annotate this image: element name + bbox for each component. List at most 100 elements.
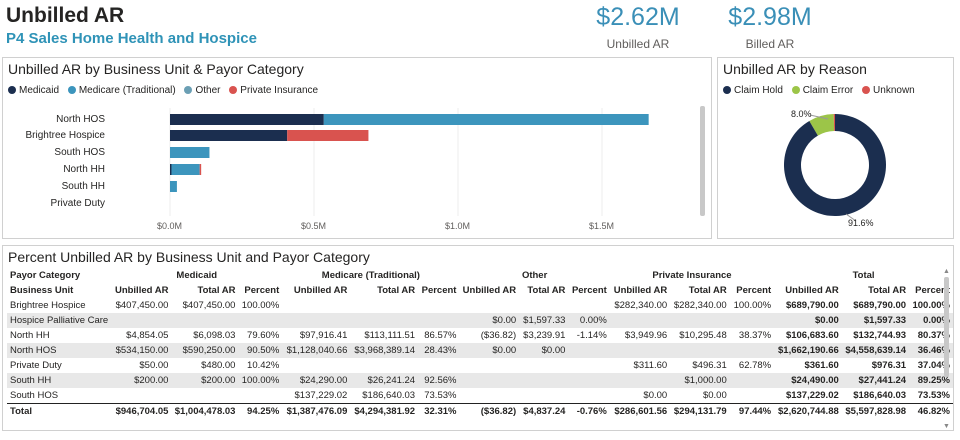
table-cell <box>568 373 610 388</box>
legend-claim-hold[interactable]: Claim Hold <box>723 85 783 96</box>
table-cell <box>609 373 671 388</box>
total-cell: ($36.82) <box>459 403 520 419</box>
table-cell: 0.00% <box>909 313 953 328</box>
table-cell: $0.00 <box>702 390 727 401</box>
table-cell: 86.57% <box>424 330 457 341</box>
table-cell <box>519 298 568 313</box>
total-cell: 94.25% <box>238 403 283 419</box>
legend-private-insurance[interactable]: Private Insurance <box>229 85 318 96</box>
table-cell: 100.00% <box>733 300 772 311</box>
bar-segment-medicaid <box>170 114 324 125</box>
sub-header-cell[interactable]: Unbilled AR <box>114 285 169 296</box>
table-scroll-thumb[interactable] <box>944 277 949 377</box>
group-header-row: Payor Category Medicaid Medicare (Tradit… <box>7 268 953 283</box>
table-cell: 90.50% <box>238 343 283 358</box>
sub-header-cell[interactable]: Business Unit <box>10 285 74 296</box>
total-cell: $294,131.79 <box>670 403 730 419</box>
bar-chart-scrollbar[interactable] <box>700 106 705 216</box>
table-cell: $4,854.05 <box>126 330 169 341</box>
table-cell: $6,098.03 <box>193 330 236 341</box>
table-panel[interactable]: Percent Unbilled AR by Business Unit and… <box>2 245 954 431</box>
sub-header-cell[interactable]: Total AR <box>197 285 236 296</box>
table-cell: 80.37% <box>917 330 950 341</box>
total-row[interactable]: Total $946,704.05 $1,004,478.03 94.25% $1,38… <box>7 403 953 419</box>
bar-segment-medicare-traditional- <box>171 164 200 175</box>
table-cell: -1.14% <box>576 330 607 341</box>
table-cell: $3,239.91 <box>523 330 566 341</box>
legend-unknown[interactable]: Unknown <box>862 85 915 96</box>
table-cell: $137,229.02 <box>785 390 839 401</box>
legend-medicare[interactable]: Medicare (Traditional) <box>67 85 176 96</box>
table-cell <box>459 298 519 313</box>
claim-hold-dot-icon <box>723 86 731 94</box>
table-cell <box>171 388 238 404</box>
table-cell: $480.00 <box>201 360 236 371</box>
total-cell: $4,294,381.92 <box>350 403 419 419</box>
total-cell: $5,597,828.98 <box>841 403 910 419</box>
bar-chart-panel[interactable]: Unbilled AR by Business Unit & Payor Cat… <box>2 57 712 239</box>
table-cell <box>111 388 171 404</box>
donut-chart-plot[interactable] <box>718 58 953 238</box>
sub-header-cell[interactable]: Total AR <box>688 285 727 296</box>
table-cell: $689,790.00 <box>785 300 839 311</box>
table-cell: $106,683.60 <box>785 330 839 341</box>
kpi-billed-label: Billed AR <box>745 37 795 51</box>
other-dot-icon <box>184 86 193 94</box>
table-cell <box>459 358 519 373</box>
table-cell: $1,662,190.66 <box>774 343 842 358</box>
sub-header-cell[interactable]: Unbilled AR <box>613 285 668 296</box>
table-cell: $1,597.33 <box>519 313 569 328</box>
header-medicaid[interactable]: Medicaid <box>176 270 218 281</box>
table-row[interactable]: North HOS $534,150.00 $590,250.00 90.50% $1,… <box>7 343 953 358</box>
sub-header-row: Business Unit Unbilled AR Total AR Percent U… <box>7 283 953 298</box>
row-label-cell: South HH <box>7 373 112 388</box>
scroll-up-icon[interactable]: ▲ <box>943 268 950 275</box>
donut-leader-line <box>845 213 857 222</box>
table-cell <box>418 313 460 328</box>
sub-header-cell[interactable]: Total AR <box>527 285 566 296</box>
table-cell: $10,295.48 <box>679 330 727 341</box>
sub-header-cell[interactable]: Percent <box>736 285 772 296</box>
sub-header-cell[interactable]: Unbilled AR <box>293 285 348 296</box>
table-cell <box>609 313 671 328</box>
header-payor-category[interactable]: Payor Category <box>10 270 81 281</box>
sub-header-cell[interactable]: Percent <box>915 285 950 296</box>
table-row[interactable]: South HH $200.00 $200.00 100.00% $24,290.00 $… <box>7 373 953 388</box>
sub-header-cell[interactable]: Percent <box>244 285 280 296</box>
table-cell: $3,968,389.14 <box>350 343 419 358</box>
table-cell <box>729 343 775 358</box>
table-row[interactable]: North HH $4,854.05 $6,098.03 79.60% $97,916.… <box>7 328 953 343</box>
table-row[interactable]: Hospice Palliative Care $0.00 $1,597.33 0.0… <box>7 313 953 328</box>
legend-claim-error[interactable]: Claim Error <box>791 85 853 96</box>
header-other[interactable]: Other <box>521 270 548 281</box>
row-label-cell: North HH <box>10 330 50 341</box>
header-medicare[interactable]: Medicare (Traditional) <box>321 270 420 281</box>
bar-chart-legend: Medicaid Medicare (Traditional) Other Pr… <box>8 85 324 96</box>
legend-other[interactable]: Other <box>184 85 221 96</box>
header-private-insurance[interactable]: Private Insurance <box>652 270 732 281</box>
sub-header-cell[interactable]: Percent <box>571 285 607 296</box>
table-cell: $689,790.00 <box>853 300 907 311</box>
donut-leader-line <box>809 114 829 120</box>
legend-medicaid[interactable]: Medicaid <box>8 85 59 96</box>
table-row[interactable]: South HOS $137,229.02 $186,640.03 73.53% $0.… <box>7 388 953 404</box>
header-total[interactable]: Total <box>852 270 875 281</box>
table-row[interactable]: Private Duty $50.00 $480.00 10.42% $311.60 $4… <box>7 358 953 373</box>
table-cell: $361.60 <box>804 360 839 371</box>
sub-header-cell[interactable]: Unbilled AR <box>462 285 517 296</box>
table-scrollbar[interactable]: ▲ ▼ <box>943 268 950 430</box>
sub-header-cell[interactable]: Unbilled AR <box>785 285 839 296</box>
sub-header-cell[interactable]: Total AR <box>377 285 416 296</box>
table-cell: $50.00 <box>139 360 169 371</box>
table-cell: $407,450.00 <box>115 300 169 311</box>
sub-header-cell[interactable]: Total AR <box>868 285 907 296</box>
table-cell: $26,241.24 <box>350 373 419 388</box>
table-cell: 100.00% <box>238 373 283 388</box>
bar-chart-plot[interactable] <box>3 58 711 238</box>
row-label-cell: Hospice Palliative Care <box>7 313 112 328</box>
sub-header-cell[interactable]: Percent <box>421 285 457 296</box>
table-cell <box>282 313 351 328</box>
scroll-down-icon[interactable]: ▼ <box>943 423 950 430</box>
table-row[interactable]: Brightree Hospice $407,450.00 $407,450.00 1… <box>7 298 953 313</box>
donut-chart-panel[interactable]: Unbilled AR by Reason Claim Hold Claim E… <box>717 57 954 239</box>
